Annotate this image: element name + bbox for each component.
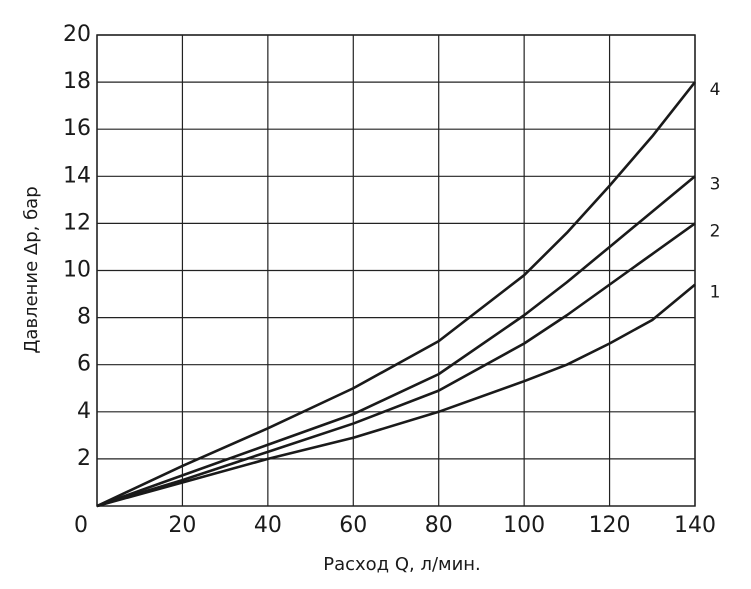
- series-label: 2: [710, 221, 721, 241]
- series-line: [96, 81, 697, 508]
- x-tick-label: 0: [74, 513, 88, 538]
- y-tick-label: 8: [77, 305, 91, 330]
- series-label: 3: [710, 174, 721, 194]
- series-label: 1: [710, 283, 721, 303]
- x-tick-label: 140: [674, 513, 716, 538]
- series-line: [96, 283, 696, 508]
- plot-frame: [96, 34, 696, 507]
- x-axis-label: Расход Q, л/мин.: [323, 554, 481, 575]
- y-tick-label: 14: [63, 163, 91, 188]
- series-line: [96, 175, 696, 508]
- y-tick-label: 12: [63, 210, 91, 235]
- y-tick-label: 20: [63, 22, 91, 47]
- y-tick-label: 18: [63, 69, 91, 94]
- series-line: [96, 222, 696, 508]
- y-tick-label: 2: [77, 446, 91, 471]
- y-tick-label: 6: [77, 352, 91, 377]
- x-tick-label: 60: [339, 513, 367, 538]
- y-tick-label: 4: [77, 399, 91, 424]
- x-tick-label: 100: [503, 513, 545, 538]
- y-tick-label: 16: [63, 116, 91, 141]
- series-label: 4: [710, 80, 721, 100]
- x-tick-label: 120: [589, 513, 631, 538]
- x-tick-label: 40: [254, 513, 282, 538]
- y-axis-label: Давление Δр, бар: [21, 186, 42, 353]
- x-tick-label: 80: [425, 513, 453, 538]
- x-tick-label: 20: [168, 513, 196, 538]
- y-tick-label: 10: [63, 258, 91, 283]
